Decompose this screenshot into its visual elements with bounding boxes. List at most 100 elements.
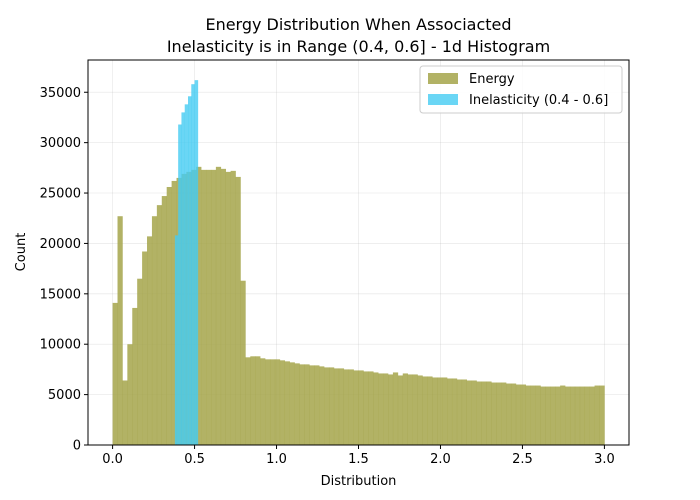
energy-bar: [373, 372, 379, 445]
energy-bar: [328, 367, 335, 445]
energy-bar: [515, 384, 522, 445]
inelasticity-bar: [191, 84, 195, 446]
energy-bar: [442, 377, 448, 445]
energy-bar: [565, 386, 571, 445]
energy-bar: [137, 278, 143, 445]
x-axis-ticks: 0.0 0.5 1.0 1.5 2.0 2.5 3.0: [102, 445, 615, 467]
energy-bar: [432, 377, 438, 445]
legend: Energy Inelasticity (0.4 - 0.6]: [419, 65, 623, 114]
energy-bar: [461, 379, 467, 445]
x-tick-label: 1.0: [266, 452, 287, 467]
y-tick-label: 30000: [40, 136, 81, 151]
energy-bar: [343, 369, 349, 445]
energy-bar: [540, 386, 546, 445]
energy-bar: [550, 386, 556, 445]
legend-label-energy: Energy: [469, 72, 515, 87]
x-tick-label: 2.0: [430, 452, 451, 467]
energy-bar: [265, 359, 271, 445]
energy-bar: [132, 307, 138, 445]
inelasticity-bars: [174, 80, 199, 446]
energy-bar: [368, 371, 374, 445]
energy-bar: [314, 365, 320, 445]
energy-bar: [378, 373, 384, 445]
y-tick-label: 25000: [40, 187, 81, 202]
energy-bar: [353, 370, 359, 445]
legend-swatch-energy: [428, 73, 458, 84]
energy-bar: [584, 386, 590, 445]
energy-bar: [579, 386, 586, 445]
energy-bar: [240, 280, 246, 445]
legend-label-inelasticity: Inelasticity (0.4 - 0.6]: [469, 93, 608, 108]
energy-bar: [225, 171, 231, 445]
inelasticity-bar: [181, 112, 186, 445]
energy-bar: [466, 380, 472, 445]
legend-swatch-inelasticity: [428, 94, 458, 105]
energy-bar: [594, 385, 600, 445]
energy-bar: [530, 385, 536, 445]
energy-bar: [412, 374, 418, 445]
legend-frame: [419, 65, 623, 114]
y-tick-label: 0: [73, 439, 81, 454]
energy-bar: [491, 382, 497, 445]
energy-bar: [210, 169, 217, 445]
energy-bar: [279, 360, 286, 445]
energy-bar: [201, 169, 207, 445]
inelasticity-bar: [174, 235, 179, 445]
energy-bar: [407, 374, 413, 445]
energy-bar: [481, 381, 487, 445]
energy-bar: [501, 382, 507, 445]
chart-title-line-1: Energy Distribution When Associacted: [205, 15, 511, 34]
inelasticity-bar: [194, 80, 199, 445]
energy-bar: [147, 236, 153, 445]
energy-bar: [348, 369, 354, 445]
energy-bar: [151, 216, 158, 445]
energy-bar: [496, 382, 502, 445]
y-axis-ticks: 0 5000 10000 15000 20000 25000 30000 35000: [40, 86, 88, 454]
inelasticity-bar: [184, 104, 189, 445]
energy-bar: [520, 384, 527, 445]
energy-bar: [166, 186, 172, 445]
energy-bar: [245, 357, 251, 445]
energy-bar: [427, 376, 433, 445]
energy-bar: [294, 363, 300, 445]
energy-bar: [289, 362, 295, 445]
energy-bar: [545, 386, 551, 445]
energy-bar: [560, 385, 566, 445]
energy-bar: [417, 375, 423, 445]
energy-bar: [260, 358, 266, 445]
y-tick-label: 5000: [48, 388, 81, 403]
energy-bar: [486, 381, 492, 445]
energy-bar: [574, 386, 581, 445]
energy-bar: [274, 359, 281, 445]
chart-title-line-2: Inelasticity is in Range (0.4, 0.6] - 1d…: [167, 37, 550, 56]
energy-bar: [447, 378, 453, 445]
energy-bar: [476, 381, 482, 445]
energy-bar: [304, 364, 310, 445]
energy-bar: [112, 302, 118, 445]
y-tick-label: 35000: [40, 86, 81, 101]
energy-bar: [122, 380, 128, 445]
energy-bar: [255, 356, 261, 445]
energy-bar: [397, 375, 404, 445]
energy-bar: [127, 344, 133, 445]
x-tick-label: 1.5: [348, 452, 369, 467]
x-tick-label: 0.5: [184, 452, 205, 467]
energy-bar: [525, 385, 531, 445]
x-tick-label: 0.0: [102, 452, 123, 467]
energy-bar: [506, 383, 512, 445]
energy-bar: [156, 205, 163, 445]
energy-bar: [402, 373, 408, 445]
energy-bar: [437, 377, 443, 445]
energy-bar: [422, 376, 428, 445]
energy-bar: [363, 371, 369, 445]
energy-bar: [319, 366, 325, 445]
energy-bar: [117, 216, 123, 445]
energy-bar: [471, 380, 477, 445]
y-tick-label: 10000: [40, 338, 81, 353]
energy-bar: [383, 373, 389, 445]
energy-bars: [112, 166, 605, 445]
energy-bar: [196, 166, 202, 445]
inelasticity-bar: [188, 96, 192, 446]
y-tick-label: 20000: [40, 237, 81, 252]
x-tick-label: 2.5: [512, 452, 533, 467]
